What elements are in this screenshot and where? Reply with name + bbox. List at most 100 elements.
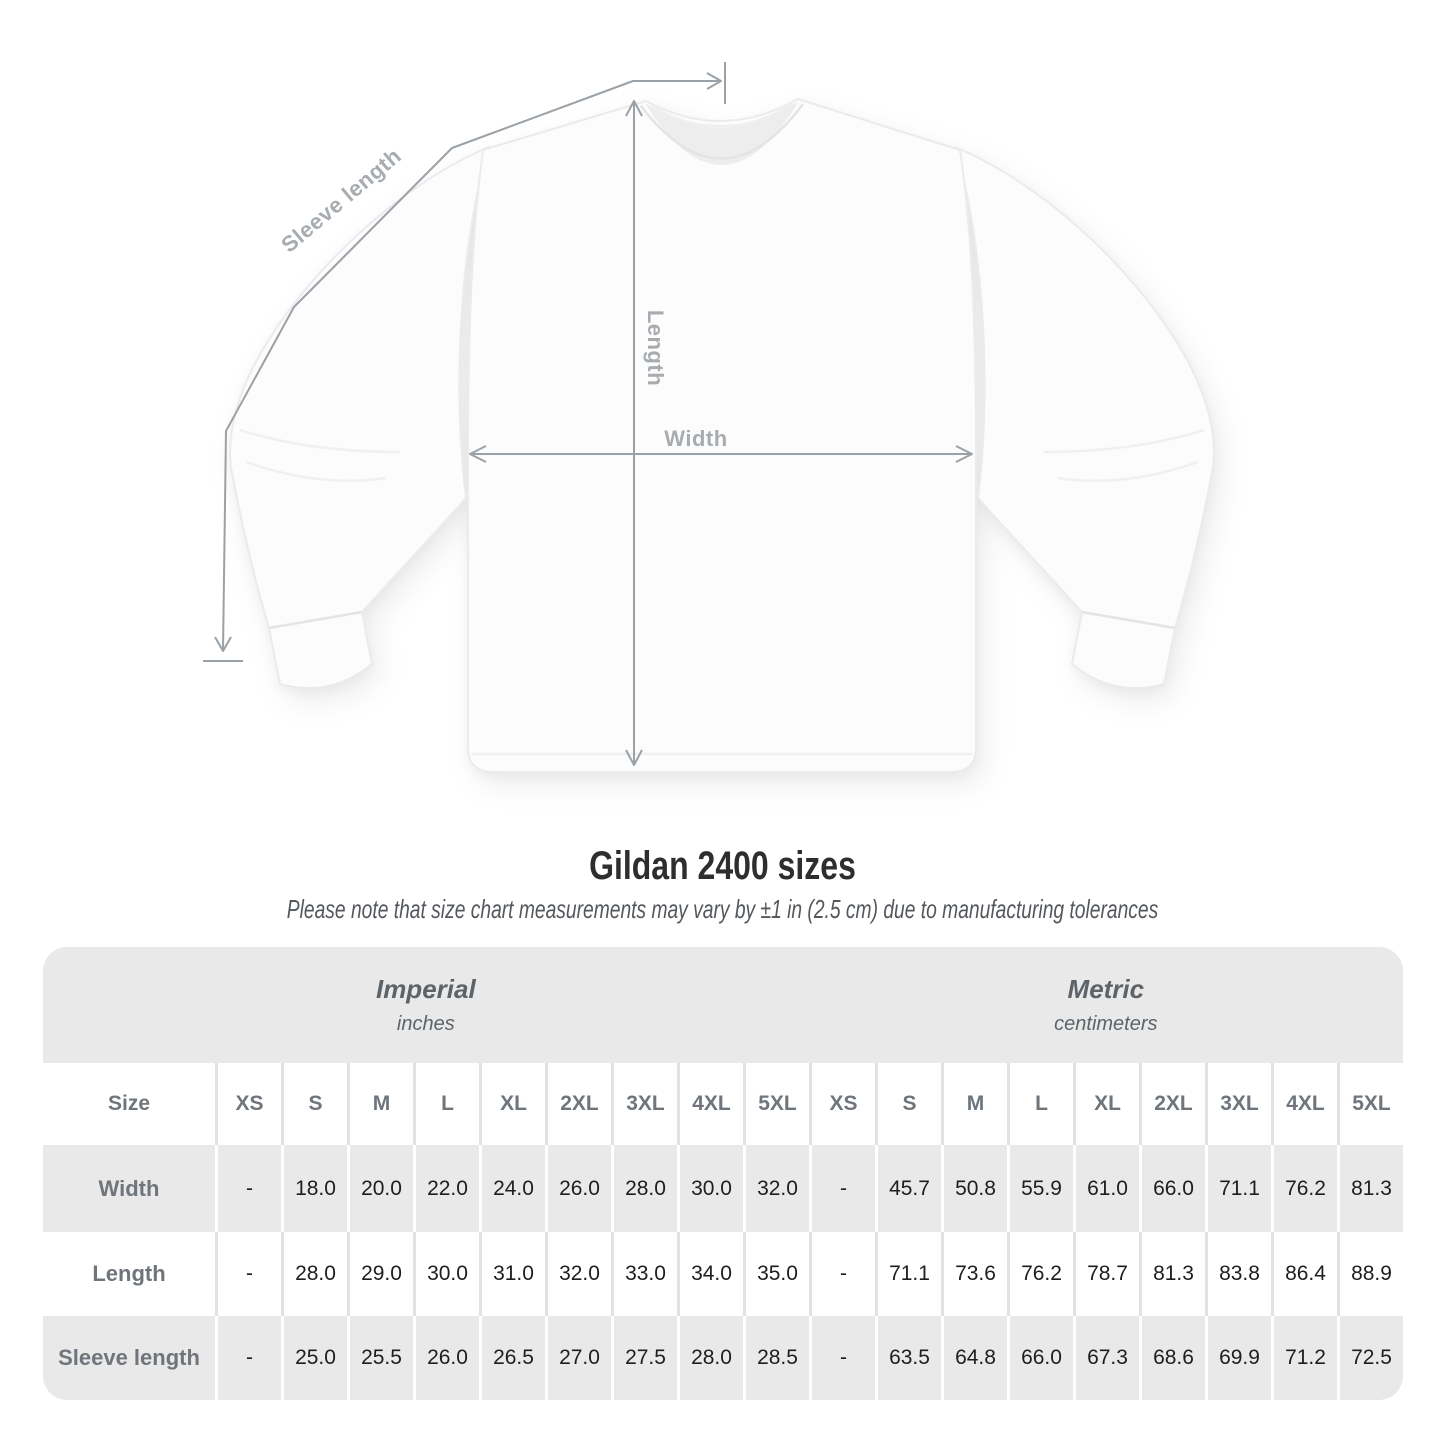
width-arrow xyxy=(469,445,973,463)
imperial-value: 24.0 xyxy=(479,1145,545,1232)
metric-value: 76.2 xyxy=(1271,1145,1337,1232)
imperial-value: 30.0 xyxy=(677,1145,743,1232)
shirt-image xyxy=(229,97,1215,773)
imperial-value: 28.0 xyxy=(677,1316,743,1400)
metric-header: Metric centimeters xyxy=(809,947,1403,1063)
metric-value: 61.0 xyxy=(1073,1145,1139,1232)
length-label: Length xyxy=(643,310,668,386)
metric-value: - xyxy=(809,1316,875,1400)
metric-value: 66.0 xyxy=(1007,1316,1073,1400)
size-col-header-imperial: 2XL xyxy=(545,1063,611,1145)
imperial-value: - xyxy=(215,1232,281,1316)
size-col-header-metric: XL xyxy=(1073,1063,1139,1145)
imperial-value: 18.0 xyxy=(281,1145,347,1232)
row-label: Length xyxy=(92,1261,166,1286)
imperial-value: 34.0 xyxy=(677,1232,743,1316)
metric-title: Metric xyxy=(1067,974,1145,1004)
metric-value: 81.3 xyxy=(1139,1232,1205,1316)
size-col-header-metric: 3XL xyxy=(1205,1063,1271,1145)
imperial-value: - xyxy=(215,1145,281,1232)
imperial-value: - xyxy=(215,1316,281,1400)
metric-value: 86.4 xyxy=(1271,1232,1337,1316)
metric-value: - xyxy=(809,1232,875,1316)
collar xyxy=(645,101,799,166)
size-col-header-imperial: 4XL xyxy=(677,1063,743,1145)
page-subtitle: Please note that size chart measurements… xyxy=(286,894,1159,924)
row-label: Width xyxy=(98,1175,160,1201)
size-header-row: Size XS S M L XL 2XL 3XL 4XL 5XL XS S M L XL 2XL 3XL 4XL 5… xyxy=(43,1063,1403,1145)
row-label: Sleeve length xyxy=(58,1345,200,1370)
shirt-measurement-diagram: Sleeve length Length Width xyxy=(203,62,1215,773)
size-table: Size XS S M L XL 2XL 3XL 4XL 5XL XS S M L XL 2XL 3XL 4XL 5… xyxy=(43,1063,1403,1400)
title-block: Gildan 2400 sizes Please note that size … xyxy=(0,846,1445,922)
metric-value: 81.3 xyxy=(1337,1145,1403,1232)
metric-value: 72.5 xyxy=(1337,1316,1403,1400)
imperial-value: 25.0 xyxy=(281,1316,347,1400)
metric-value: 76.2 xyxy=(1007,1232,1073,1316)
size-col-header-imperial: 3XL xyxy=(611,1063,677,1145)
metric-value: 88.9 xyxy=(1337,1232,1403,1316)
metric-value: 67.3 xyxy=(1073,1316,1139,1400)
imperial-value: 26.0 xyxy=(413,1316,479,1400)
metric-value: 83.8 xyxy=(1205,1232,1271,1316)
imperial-value: 35.0 xyxy=(743,1232,809,1316)
size-col-header-metric: M xyxy=(941,1063,1007,1145)
size-col-header-imperial: 5XL xyxy=(743,1063,809,1145)
size-table-body: Size XS S M L XL 2XL 3XL 4XL 5XL XS S M L XL 2XL 3XL 4XL 5… xyxy=(43,1063,1403,1400)
imperial-value: 28.0 xyxy=(611,1145,677,1232)
imperial-value: 27.5 xyxy=(611,1316,677,1400)
imperial-value: 32.0 xyxy=(743,1145,809,1232)
measurement-row: Length -28.0 29.0 30.0 31.0 32.0 33.0 34.0 35.0-… xyxy=(43,1232,1403,1316)
imperial-value: 27.0 xyxy=(545,1316,611,1400)
metric-value: 71.2 xyxy=(1271,1316,1337,1400)
page-title: Gildan 2400 sizes xyxy=(589,844,856,888)
imperial-value: 28.0 xyxy=(281,1232,347,1316)
size-col-header-metric: S xyxy=(875,1063,941,1145)
imperial-value: 33.0 xyxy=(611,1232,677,1316)
sleeve-length-arrow xyxy=(203,62,726,662)
metric-value: 50.8 xyxy=(941,1145,1007,1232)
metric-value: 78.7 xyxy=(1073,1232,1139,1316)
measurement-row: Sleeve length -25.0 25.5 26.0 26.5 27.0 27.5 28… xyxy=(43,1316,1403,1400)
metric-value: 64.8 xyxy=(941,1316,1007,1400)
size-col-header-imperial: XL xyxy=(479,1063,545,1145)
imperial-value: 32.0 xyxy=(545,1232,611,1316)
size-chart-card: Imperial inches Metric centimeters Size X… xyxy=(43,947,1403,1400)
metric-value: 71.1 xyxy=(1205,1145,1271,1232)
imperial-value: 31.0 xyxy=(479,1232,545,1316)
imperial-value: 20.0 xyxy=(347,1145,413,1232)
imperial-title: Imperial xyxy=(375,974,476,1004)
imperial-value: 25.5 xyxy=(347,1316,413,1400)
metric-value: 68.6 xyxy=(1139,1316,1205,1400)
size-col-header-imperial: S xyxy=(281,1063,347,1145)
length-arrow xyxy=(625,100,643,766)
metric-value: - xyxy=(809,1145,875,1232)
metric-value: 55.9 xyxy=(1007,1145,1073,1232)
size-col-header-metric: XS xyxy=(809,1063,875,1145)
metric-value: 71.1 xyxy=(875,1232,941,1316)
size-col-header-metric: L xyxy=(1007,1063,1073,1145)
size-col-header-metric: 5XL xyxy=(1337,1063,1403,1145)
metric-value: 73.6 xyxy=(941,1232,1007,1316)
imperial-value: 22.0 xyxy=(413,1145,479,1232)
metric-value: 69.9 xyxy=(1205,1316,1271,1400)
width-label: Width xyxy=(664,426,727,451)
size-header-label: Size xyxy=(107,1092,151,1115)
imperial-value: 29.0 xyxy=(347,1232,413,1316)
imperial-value: 26.0 xyxy=(545,1145,611,1232)
metric-value: 45.7 xyxy=(875,1145,941,1232)
size-col-header-metric: 4XL xyxy=(1271,1063,1337,1145)
unit-header-band: Imperial inches Metric centimeters xyxy=(43,947,1403,1063)
size-col-header-imperial: L xyxy=(413,1063,479,1145)
metric-unit: centimeters xyxy=(1054,1013,1158,1035)
measurement-row: Width -18.0 20.0 22.0 24.0 26.0 28.0 30.0 32.0-4… xyxy=(43,1145,1403,1232)
size-col-header-imperial: XS xyxy=(215,1063,281,1145)
imperial-value: 30.0 xyxy=(413,1232,479,1316)
metric-value: 66.0 xyxy=(1139,1145,1205,1232)
imperial-value: 28.5 xyxy=(743,1316,809,1400)
imperial-header: Imperial inches xyxy=(43,947,809,1063)
size-col-header-imperial: M xyxy=(347,1063,413,1145)
imperial-unit: inches xyxy=(396,1013,455,1035)
size-col-header-metric: 2XL xyxy=(1139,1063,1205,1145)
